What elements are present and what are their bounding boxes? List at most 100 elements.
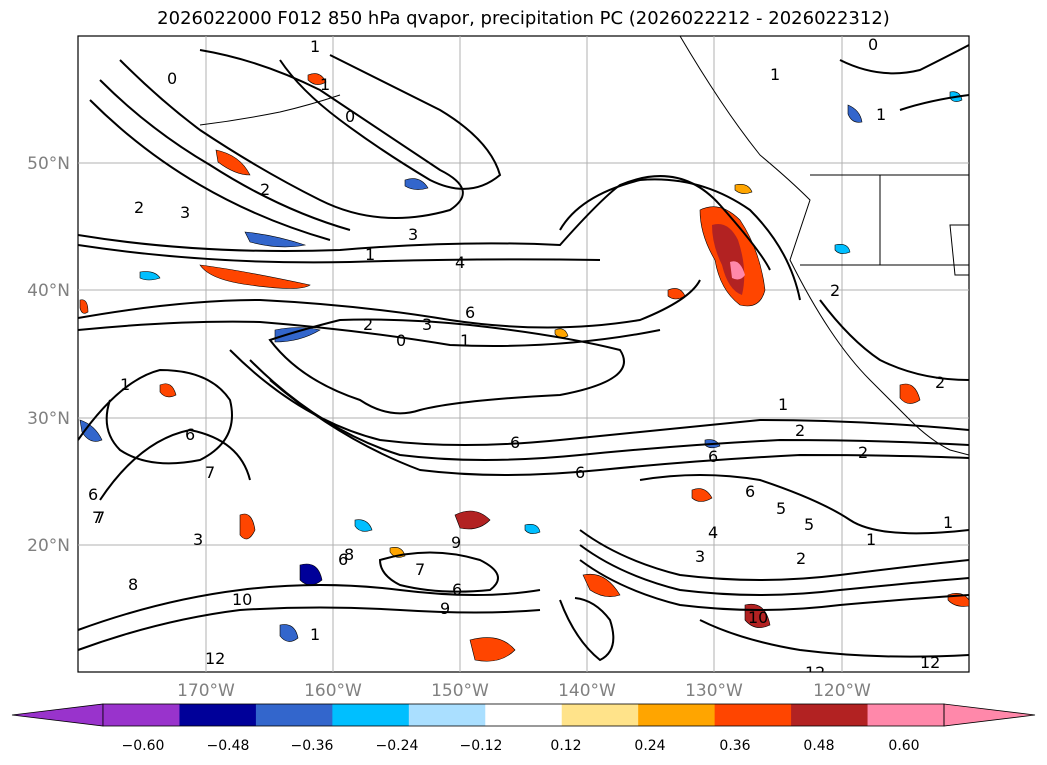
lon-label: 170°W bbox=[177, 681, 235, 701]
lon-label: 130°W bbox=[685, 681, 743, 701]
contour-label: 0 bbox=[396, 331, 406, 350]
contour-label: 4 bbox=[455, 253, 465, 272]
contour-label: 0 bbox=[167, 69, 177, 88]
contour-label: 7 bbox=[415, 560, 425, 579]
lat-labels: 50°N 40°N 30°N 20°N bbox=[27, 154, 70, 556]
contour-label: 5 bbox=[804, 515, 814, 534]
contour-label: 10 bbox=[232, 590, 252, 609]
contour-label: 2 bbox=[795, 421, 805, 440]
contour-label: 1 bbox=[310, 625, 320, 644]
contour-label: 10 bbox=[748, 608, 768, 627]
contour-label: 8 bbox=[128, 575, 138, 594]
contour-label: 1 bbox=[778, 395, 788, 414]
contour-label: 6 bbox=[575, 463, 585, 482]
contour-label: 6 bbox=[510, 433, 520, 452]
contour-label: 6 bbox=[338, 550, 348, 569]
contour-label: 12 bbox=[920, 653, 940, 672]
contour-label: 1 bbox=[365, 245, 375, 264]
lon-label: 150°W bbox=[431, 681, 489, 701]
colorbar-segment bbox=[561, 704, 639, 726]
contour-label: 6 bbox=[452, 580, 462, 599]
precip-positive bbox=[79, 73, 969, 662]
gridlines bbox=[78, 36, 969, 672]
contour-label: 2 bbox=[363, 315, 373, 334]
colorbar-tick: 0.36 bbox=[719, 738, 750, 754]
contour-label: 7 bbox=[205, 463, 215, 482]
contour-label: 2 bbox=[935, 373, 945, 392]
contour-label: 1 bbox=[320, 75, 330, 94]
colorbar-segment bbox=[408, 704, 486, 726]
contour-label: 1 bbox=[866, 530, 876, 549]
contour-label: 3 bbox=[408, 225, 418, 244]
contour-label: 1 bbox=[310, 37, 320, 56]
map-frame bbox=[77, 35, 970, 673]
contour-label: 4 bbox=[708, 523, 718, 542]
contour-label: 12 bbox=[205, 649, 225, 668]
lon-labels: 170°W 160°W 150°W 140°W 130°W 120°W bbox=[177, 681, 871, 701]
colorbar-tick: −0.24 bbox=[376, 738, 419, 754]
contour-label: 6 bbox=[708, 447, 718, 466]
colorbar-segment bbox=[485, 704, 563, 726]
contour-label: 6 bbox=[745, 482, 755, 501]
contour-label: 1 bbox=[876, 105, 886, 124]
colorbar-segment bbox=[332, 704, 410, 726]
lon-label: 140°W bbox=[558, 681, 616, 701]
contour-labels: 1 0 1 2 3 3 4 1 2 3 0 1 6 1 6 7 8 6 1 2 … bbox=[88, 35, 953, 682]
lat-label: 40°N bbox=[27, 281, 70, 301]
contour-label: 3 bbox=[193, 530, 203, 549]
contour-label: 9 bbox=[440, 599, 450, 618]
lon-label: 120°W bbox=[813, 681, 871, 701]
contour-label: 2 bbox=[260, 180, 270, 199]
colorbar-tick: 0.60 bbox=[888, 738, 919, 754]
contour-label: 2 bbox=[858, 443, 868, 462]
colorbar bbox=[11, 703, 1036, 727]
lat-label: 20°N bbox=[27, 536, 70, 556]
contour-label: 1 bbox=[770, 65, 780, 84]
colorbar-tick: −0.60 bbox=[122, 738, 165, 754]
colorbar-extend-min bbox=[11, 703, 104, 727]
colorbar-segment bbox=[791, 704, 869, 726]
colorbar-segment bbox=[638, 704, 716, 726]
contour-label: 1 bbox=[120, 375, 130, 394]
contour-label: 3 bbox=[180, 203, 190, 222]
colorbar-segment bbox=[867, 704, 945, 726]
colorbar-tick: 0.12 bbox=[550, 738, 581, 754]
colorbar-tick: 0.24 bbox=[634, 738, 665, 754]
precip-negative bbox=[79, 91, 963, 642]
contour-label: 8 bbox=[344, 545, 354, 564]
contour-label: 12 bbox=[805, 663, 825, 682]
colorbar-segment bbox=[179, 704, 257, 726]
lat-label: 30°N bbox=[27, 409, 70, 429]
contour-label: 5 bbox=[776, 499, 786, 518]
contour-label: 2 bbox=[134, 198, 144, 217]
coastline bbox=[199, 36, 969, 456]
colorbar-tick: −0.48 bbox=[207, 738, 250, 754]
contour-label: 2 bbox=[830, 281, 840, 300]
qvapor-contours bbox=[78, 44, 969, 662]
colorbar-segment bbox=[714, 704, 792, 726]
contour-label: 7 bbox=[92, 508, 102, 527]
contour-label: 0 bbox=[868, 35, 878, 54]
contour-label: 6 bbox=[185, 425, 195, 444]
contour-label: 3 bbox=[422, 315, 432, 334]
contour-label: 7 bbox=[95, 508, 105, 527]
contour-label: 2 bbox=[796, 549, 806, 568]
lat-label: 50°N bbox=[27, 154, 70, 174]
contour-label: 3 bbox=[695, 547, 705, 566]
colorbar-outline bbox=[102, 703, 945, 727]
colorbar-extend-max bbox=[943, 703, 1036, 727]
colorbar-tick: −0.36 bbox=[291, 738, 334, 754]
contour-label: 1 bbox=[460, 331, 470, 350]
lon-label: 160°W bbox=[304, 681, 362, 701]
contour-label: 1 bbox=[943, 513, 953, 532]
colorbar-ticks: −0.60 −0.48 −0.36 −0.24 −0.12 0.12 0.24 … bbox=[122, 738, 920, 754]
colorbar-segment bbox=[103, 704, 180, 726]
contour-label: 6 bbox=[465, 303, 475, 322]
contour-label: 9 bbox=[451, 533, 461, 552]
contour-label: 0 bbox=[345, 107, 355, 126]
colorbar-tick: 0.48 bbox=[803, 738, 834, 754]
colorbar-segment bbox=[255, 704, 333, 726]
colorbar-tick: −0.12 bbox=[460, 738, 503, 754]
map-title: 2026022000 F012 850 hPa qvapor, precipit… bbox=[157, 8, 890, 29]
